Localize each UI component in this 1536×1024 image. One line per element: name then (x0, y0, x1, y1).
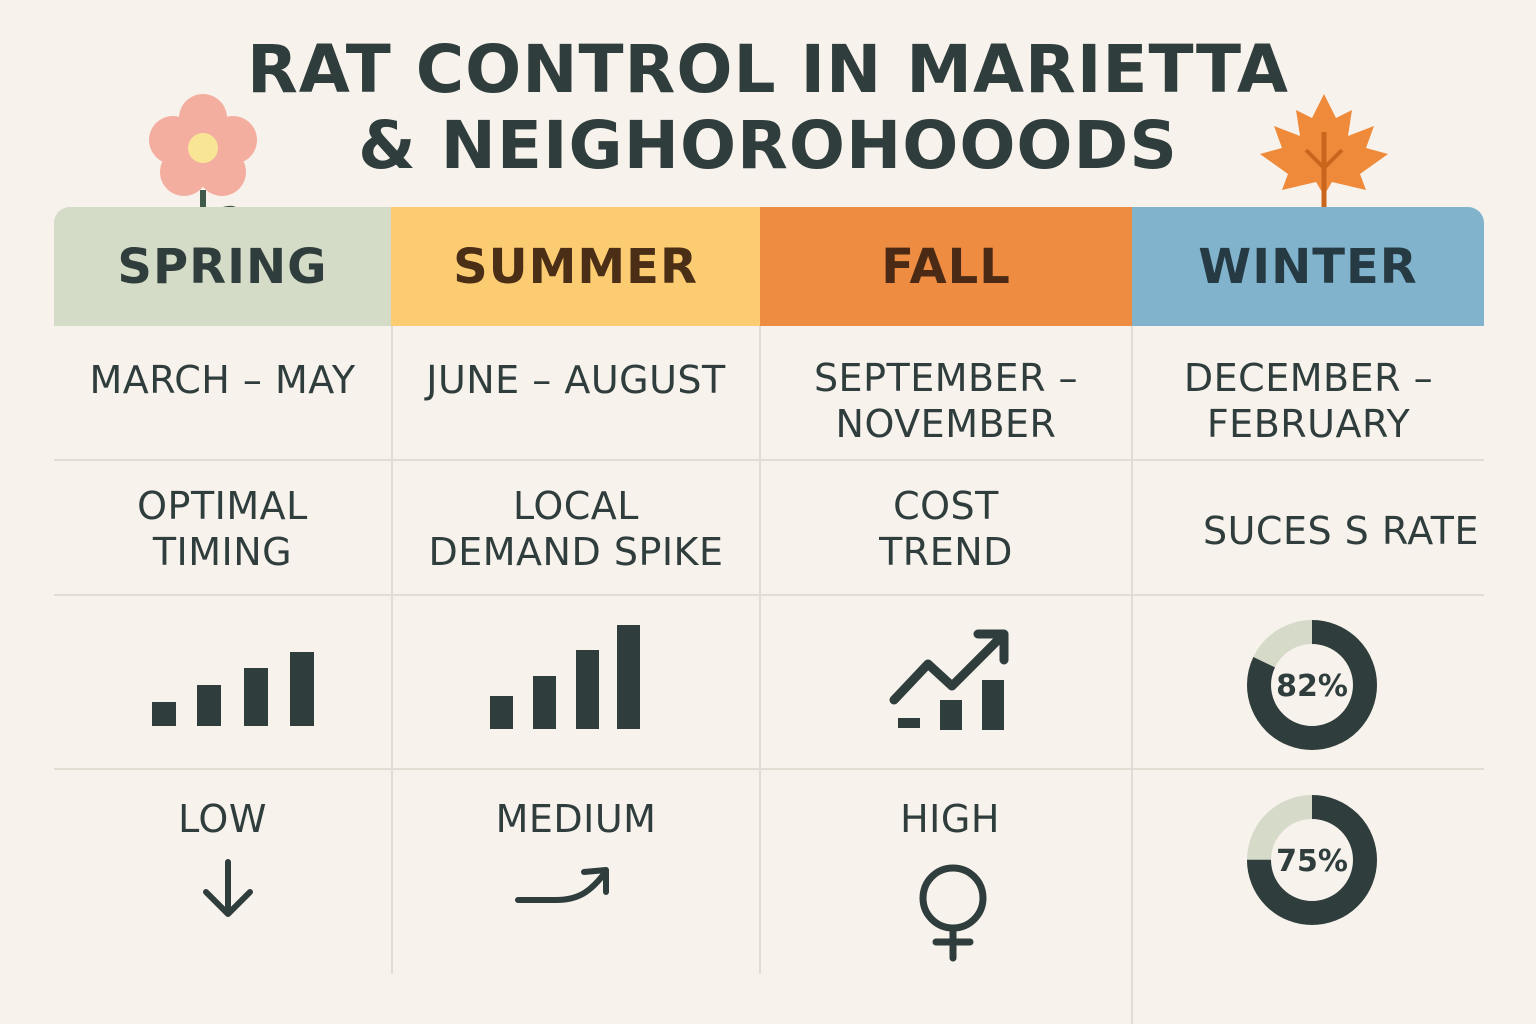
success-rate-label: 75% (1276, 844, 1348, 879)
metric-optimal-timing: OPTIMAL TIMING (137, 484, 308, 574)
grid-divider (759, 326, 761, 974)
success-rate-label: 82% (1276, 669, 1348, 704)
grid-divider (1131, 326, 1133, 1024)
months-summer: JUNE – AUGUST (426, 358, 726, 402)
season-winter: WINTER (1132, 207, 1484, 326)
grid-divider (54, 768, 1484, 770)
female-symbol-icon (919, 864, 987, 962)
bar-chart-icon (490, 625, 640, 729)
success-rate-donut-75: 75% (1247, 795, 1377, 925)
donut-fill (1247, 795, 1377, 925)
season-fall: FALL (760, 207, 1132, 326)
metric-success-rate: SUCES S RATE (1203, 509, 1480, 553)
months-spring: MARCH – MAY (89, 358, 356, 402)
level-high: HIGH (900, 797, 1000, 841)
level-medium: MEDIUM (495, 797, 657, 841)
months-winter: DECEMBER – FEBRUARY (1183, 356, 1434, 446)
title-line-2: & NEIGHOROHOOODS (358, 107, 1178, 184)
success-rate-donut-82: 82% (1247, 620, 1377, 750)
title-line-1: RAT CONTROL IN MARIETTA (246, 31, 1290, 108)
season-spring: SPRING (54, 207, 391, 326)
donut-fill (1247, 620, 1377, 750)
grid-divider (391, 326, 393, 974)
curved-arrow-up-icon (515, 867, 609, 903)
page-title: RAT CONTROL IN MARIETTA & NEIGHOROHOOODS (0, 32, 1536, 184)
bar-chart-icon (152, 652, 314, 726)
season-header-row: SPRING SUMMER FALL WINTER (54, 207, 1484, 326)
season-summer: SUMMER (391, 207, 760, 326)
trend-chart-icon (889, 629, 1009, 730)
metric-cost-trend: COST TREND (879, 484, 1013, 574)
months-fall: SEPTEMBER – NOVEMBER (813, 356, 1079, 446)
metric-local-demand-spike: LOCAL DEMAND SPIKE (428, 484, 724, 574)
grid-divider (54, 594, 1484, 596)
flower-icon (149, 94, 257, 228)
grid-divider (54, 459, 1484, 461)
level-low: LOW (178, 797, 267, 841)
arrow-down-icon (203, 859, 253, 917)
